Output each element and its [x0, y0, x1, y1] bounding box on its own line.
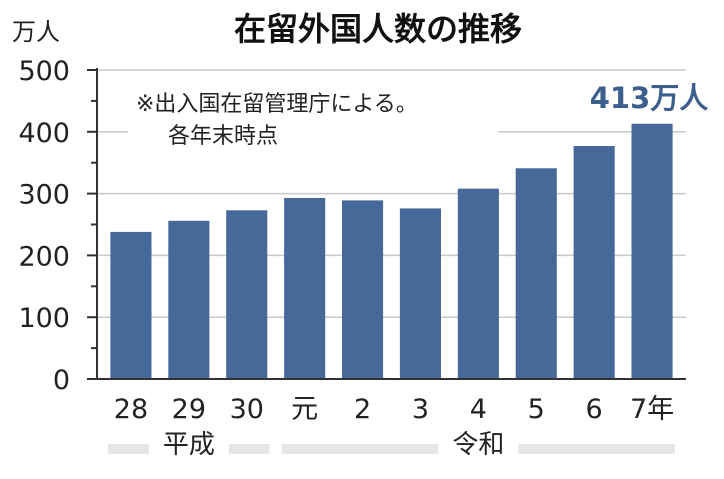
chart-title: 在留外国人数の推移 [234, 10, 522, 48]
y-axis-ticks: 0 100 200 300 400 500 [18, 56, 97, 396]
era-label-background [438, 425, 519, 461]
y-tick-label: 200 [18, 241, 70, 272]
x-axis-labels: 28 29 30 元 2 3 4 5 6 7年 [114, 394, 674, 425]
latest-value-callout: 413万人 [590, 81, 709, 115]
era-label: 令和 [452, 430, 504, 460]
x-category-label: 3 [412, 394, 429, 425]
note-line-2: 各年末時点 [168, 124, 278, 149]
note-line-1: ※出入国在留管理庁による。 [136, 92, 418, 117]
y-tick-label: 400 [18, 118, 70, 149]
x-category-label: 6 [586, 394, 603, 425]
y-tick-label: 0 [53, 365, 70, 396]
bar [457, 188, 499, 379]
bar [399, 208, 442, 379]
bar-series [110, 123, 673, 380]
bar [110, 231, 152, 379]
bar [631, 123, 673, 380]
x-category-label: 2 [354, 394, 371, 425]
x-category-label: 4 [470, 394, 487, 425]
y-tick-label: 500 [18, 56, 70, 87]
bar [573, 146, 615, 379]
bar [168, 220, 210, 379]
y-tick-label: 300 [18, 180, 70, 211]
bar [515, 168, 557, 379]
bar [226, 210, 268, 379]
x-category-label: 7年 [630, 394, 674, 425]
bar [284, 197, 326, 379]
era-label: 平成 [163, 430, 215, 460]
x-category-label: 28 [114, 394, 148, 425]
bar [341, 200, 384, 379]
x-category-label: 30 [230, 394, 264, 425]
era-label-background [148, 425, 229, 461]
x-category-label: 29 [172, 394, 206, 425]
note-background [128, 82, 498, 154]
x-category-label: 元 [291, 394, 318, 425]
x-category-label: 5 [528, 394, 545, 425]
era-labels: 平成 令和 [108, 425, 675, 461]
y-axis-unit: 万人 [12, 18, 60, 46]
y-tick-label: 100 [18, 303, 70, 334]
